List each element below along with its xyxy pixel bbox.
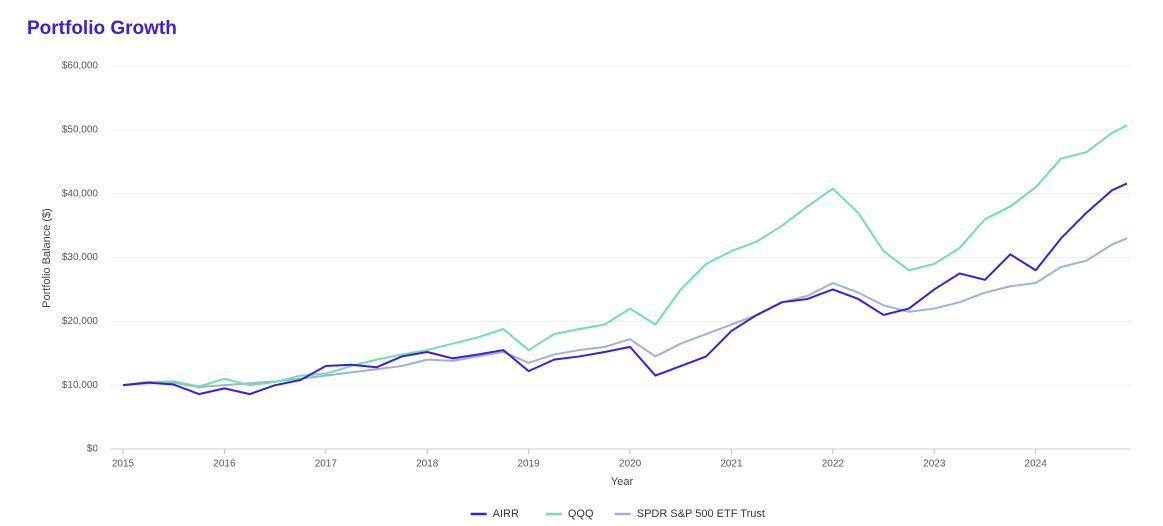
series-line [122, 182, 1128, 396]
x-tick-label: 2018 [416, 459, 439, 470]
y-tick-label: $40,000 [62, 188, 99, 199]
x-tick-label: 2021 [720, 459, 743, 470]
y-tick-label: $60,000 [62, 61, 99, 72]
chart-title: Portfolio Growth [27, 18, 177, 39]
x-tick-label: 2017 [315, 459, 338, 470]
legend-label: AIRR [493, 508, 519, 520]
x-tick-label: 2020 [619, 459, 642, 470]
x-tick-label: 2024 [1025, 459, 1048, 470]
y-tick-label: $0 [87, 444, 99, 455]
x-tick-label: 2015 [112, 459, 135, 470]
series-line [122, 124, 1128, 388]
y-tick-label: $10,000 [62, 380, 99, 391]
legend-label: SPDR S&P 500 ETF Trust [637, 508, 765, 520]
x-tick-label: 2019 [518, 459, 541, 470]
x-tick-label: 2016 [213, 459, 236, 470]
y-tick-label: $50,000 [62, 124, 99, 135]
x-tick-label: 2023 [923, 459, 946, 470]
legend-label: QQQ [568, 508, 594, 520]
y-tick-label: $20,000 [62, 316, 99, 327]
series-line [122, 237, 1128, 389]
y-tick-label: $30,000 [62, 252, 99, 263]
y-axis-label: Portfolio Balance ($) [41, 208, 53, 308]
x-tick-label: 2022 [822, 459, 845, 470]
x-axis-label: Year [611, 476, 634, 488]
